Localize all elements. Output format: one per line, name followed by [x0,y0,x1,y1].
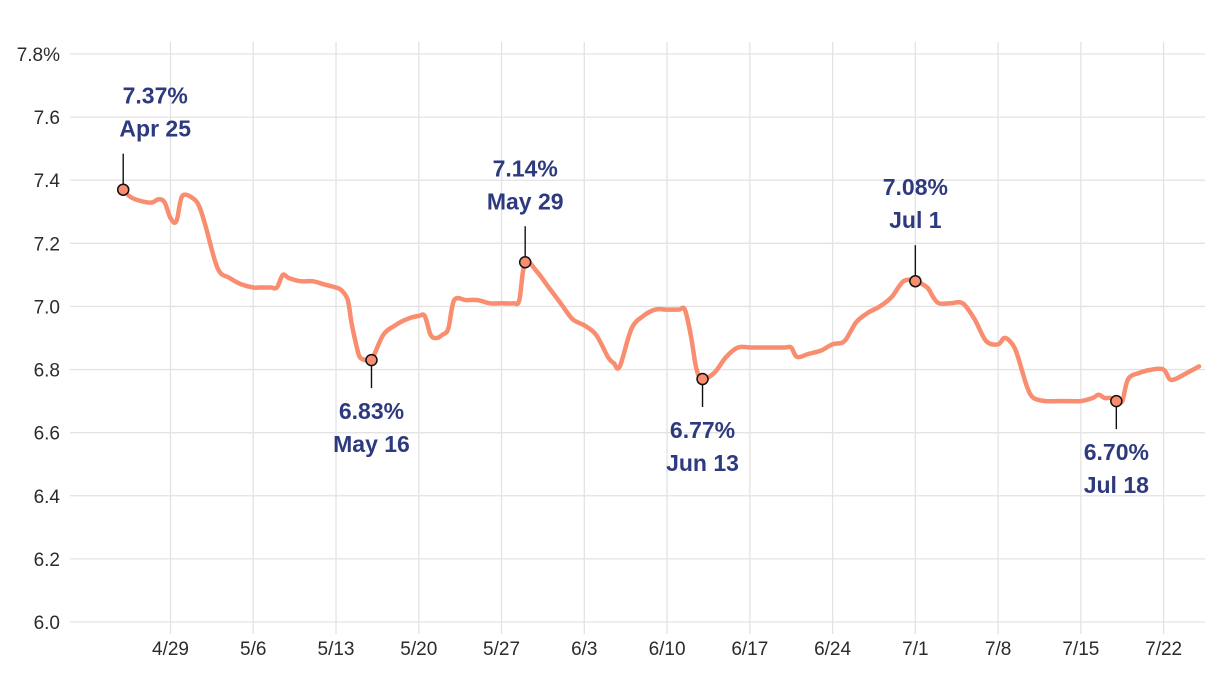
annotation-rate-label: 6.77% [670,417,735,443]
rate-series-line [123,190,1199,403]
annotation-marker [1111,396,1122,407]
annotation-marker [697,374,708,385]
y-tick-label: 6.6 [34,424,60,445]
x-tick-label: 5/13 [318,639,355,660]
x-tick-label: 6/24 [814,639,851,660]
y-tick-label: 6.0 [34,613,60,634]
annotation-rate-label: 6.83% [339,398,404,424]
annotation-date-label: May 29 [487,188,564,214]
annotation-date-label: Jul 18 [1084,472,1149,498]
annotation-marker [520,257,531,268]
x-tick-label: 6/10 [649,639,686,660]
x-tick-label: 4/29 [152,639,189,660]
annotation-rate-label: 6.70% [1084,439,1149,465]
y-tick-label: 6.2 [34,550,60,571]
annotation-date-label: Jul 1 [889,207,942,233]
x-tick-label: 7/1 [902,639,928,660]
y-tick-label: 6.4 [34,487,61,508]
annotation-rate-label: 7.14% [493,155,558,181]
x-tick-label: 6/3 [571,639,597,660]
y-tick-label: 7.0 [34,297,60,318]
annotations: 7.37% Apr 25 6.83% May 16 7.14% May 29 6.77% Ju… [118,83,1149,498]
annotation-rate-label: 7.37% [123,83,188,109]
y-tick-label: 6.8 [34,361,60,382]
annotation-date-label: Jun 13 [666,450,739,476]
y-tick-label: 7.6 [34,108,60,129]
x-tick-label: 5/27 [483,639,520,660]
x-tick-label: 6/17 [731,639,768,660]
annotation-date-label: Apr 25 [119,116,191,142]
y-tick-label: 7.4 [34,171,61,192]
x-tick-label: 7/15 [1062,639,1099,660]
y-tick-label: 7.8% [17,45,60,66]
rate-line-chart: 6.0 6.2 6.4 6.6 6.8 7.0 7.2 7.4 7.6 7.8% 4/29 5/6 5… [0,0,1220,674]
annotation-marker [118,184,129,195]
annotation-marker [910,276,921,287]
annotation-rate-label: 7.08% [883,174,948,200]
y-axis: 6.0 6.2 6.4 6.6 6.8 7.0 7.2 7.4 7.6 7.8% [17,45,61,634]
x-tick-label: 7/22 [1145,639,1182,660]
annotation-marker [366,355,377,366]
x-tick-label: 7/8 [985,639,1011,660]
annotation-date-label: May 16 [333,431,410,457]
x-axis: 4/29 5/6 5/13 5/20 5/27 6/3 6/10 6/17 6/24 7/1 7/8… [152,639,1182,660]
x-tick-label: 5/6 [240,639,266,660]
x-tick-label: 5/20 [400,639,437,660]
grid [70,42,1205,634]
y-tick-label: 7.2 [34,234,60,255]
